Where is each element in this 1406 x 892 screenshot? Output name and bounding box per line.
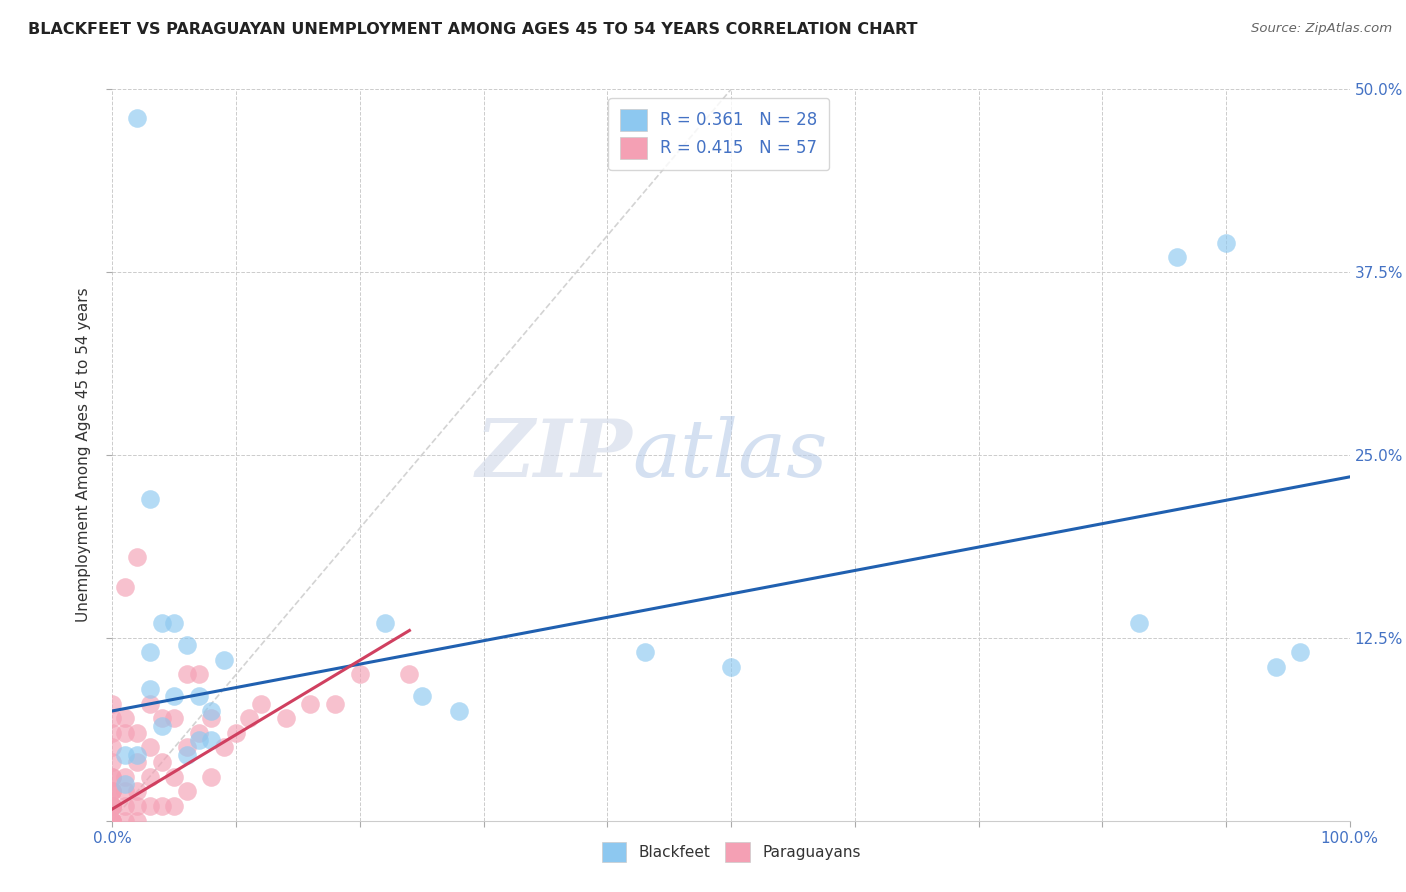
Point [349, 667, 371, 681]
Point [188, 733, 211, 747]
Point [101, 799, 124, 814]
Point [114, 711, 136, 725]
Text: ZIP: ZIP [475, 417, 633, 493]
Point [101, 814, 124, 828]
Point [138, 645, 160, 659]
Y-axis label: Unemployment Among Ages 45 to 54 years: Unemployment Among Ages 45 to 54 years [76, 287, 91, 623]
Point [114, 770, 136, 784]
Point [212, 740, 235, 755]
Point [299, 697, 322, 711]
Point [176, 667, 198, 681]
Point [163, 770, 186, 784]
Point [188, 726, 211, 740]
Point [1215, 235, 1237, 250]
Legend: Blackfeet, Paraguayans: Blackfeet, Paraguayans [596, 836, 866, 868]
Point [114, 799, 136, 814]
Point [274, 711, 297, 725]
Point [374, 616, 396, 631]
Point [150, 711, 173, 725]
Point [127, 755, 149, 769]
Point [101, 799, 124, 814]
Text: atlas: atlas [633, 417, 828, 493]
Point [720, 660, 742, 674]
Point [150, 799, 173, 814]
Point [138, 799, 160, 814]
Point [127, 112, 149, 126]
Point [200, 770, 222, 784]
Point [101, 726, 124, 740]
Point [101, 770, 124, 784]
Point [188, 667, 211, 681]
Point [101, 799, 124, 814]
Point [138, 491, 160, 506]
Point [114, 814, 136, 828]
Point [114, 726, 136, 740]
Point [101, 784, 124, 798]
Point [225, 726, 247, 740]
Point [1289, 645, 1312, 659]
Point [138, 681, 160, 696]
Point [138, 697, 160, 711]
Point [101, 711, 124, 725]
Point [212, 653, 235, 667]
Point [200, 733, 222, 747]
Point [138, 740, 160, 755]
Text: BLACKFEET VS PARAGUAYAN UNEMPLOYMENT AMONG AGES 45 TO 54 YEARS CORRELATION CHART: BLACKFEET VS PARAGUAYAN UNEMPLOYMENT AMO… [28, 22, 918, 37]
Point [188, 690, 211, 704]
Point [127, 747, 149, 762]
Point [101, 814, 124, 828]
Point [200, 711, 222, 725]
Point [200, 704, 222, 718]
Point [633, 645, 655, 659]
Point [163, 616, 186, 631]
Point [127, 784, 149, 798]
Point [176, 638, 198, 652]
Point [101, 740, 124, 755]
Point [238, 711, 260, 725]
Point [114, 580, 136, 594]
Text: Source: ZipAtlas.com: Source: ZipAtlas.com [1251, 22, 1392, 36]
Point [1128, 616, 1150, 631]
Point [150, 616, 173, 631]
Point [411, 690, 433, 704]
Point [101, 697, 124, 711]
Point [101, 814, 124, 828]
Point [101, 784, 124, 798]
Point [127, 799, 149, 814]
Point [114, 747, 136, 762]
Point [1166, 251, 1188, 265]
Point [176, 784, 198, 798]
Point [323, 697, 346, 711]
Point [127, 726, 149, 740]
Point [447, 704, 470, 718]
Point [101, 814, 124, 828]
Point [163, 711, 186, 725]
Point [163, 799, 186, 814]
Point [101, 784, 124, 798]
Point [176, 740, 198, 755]
Point [1264, 660, 1286, 674]
Point [150, 755, 173, 769]
Point [101, 770, 124, 784]
Point [101, 799, 124, 814]
Point [163, 690, 186, 704]
Point [127, 814, 149, 828]
Point [138, 770, 160, 784]
Point [114, 784, 136, 798]
Point [127, 550, 149, 565]
Point [101, 755, 124, 769]
Point [176, 747, 198, 762]
Point [114, 777, 136, 791]
Point [250, 697, 273, 711]
Point [398, 667, 420, 681]
Point [150, 718, 173, 732]
